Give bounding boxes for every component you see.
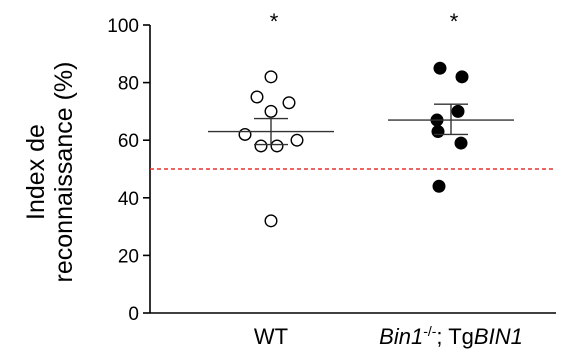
data-point [264,70,278,84]
y-axis-label-line1: Index de [22,124,50,220]
group-1: * Bin1-/-; TgBIN1 [379,9,523,349]
x-category-label: Bin1-/-; TgBIN1 [379,323,523,349]
data-groups: * WT * Bin1-/-; TgBIN1 [208,9,523,349]
x-category-label-part: ; Tg [436,324,474,349]
y-tick-label: 80 [118,74,139,95]
y-tick-label: 40 [118,189,139,210]
data-point [455,70,469,84]
y-tick-label: 20 [118,246,139,267]
group-0: * WT [208,9,334,349]
data-point [270,139,284,153]
y-tick-label: 100 [107,16,139,37]
x-category-label-part: BIN1 [474,324,523,349]
y-tick-label: 0 [128,304,139,325]
y-axis-label-line2: reconnaissance (%) [50,62,78,283]
significance-star: * [270,9,279,34]
data-point [250,90,264,104]
data-point [431,125,445,139]
axes: 0 20 40 60 80 100 [107,16,556,325]
data-point [432,179,446,193]
data-point [290,133,304,147]
data-point [433,61,447,75]
data-point [254,139,268,153]
y-axis-label: Index de reconnaissance (%) [22,62,78,283]
data-point [238,127,252,141]
x-category-label-part: Bin1 [379,324,423,349]
data-point [454,136,468,150]
data-point [264,214,278,228]
x-category-label: WT [254,324,288,349]
y-tick-label: 60 [118,131,139,152]
significance-star: * [450,9,459,34]
data-point [264,104,278,118]
data-point [451,104,465,118]
x-category-label-part: -/- [423,323,437,339]
data-point [282,96,296,110]
x-category-label-part: WT [254,324,288,349]
